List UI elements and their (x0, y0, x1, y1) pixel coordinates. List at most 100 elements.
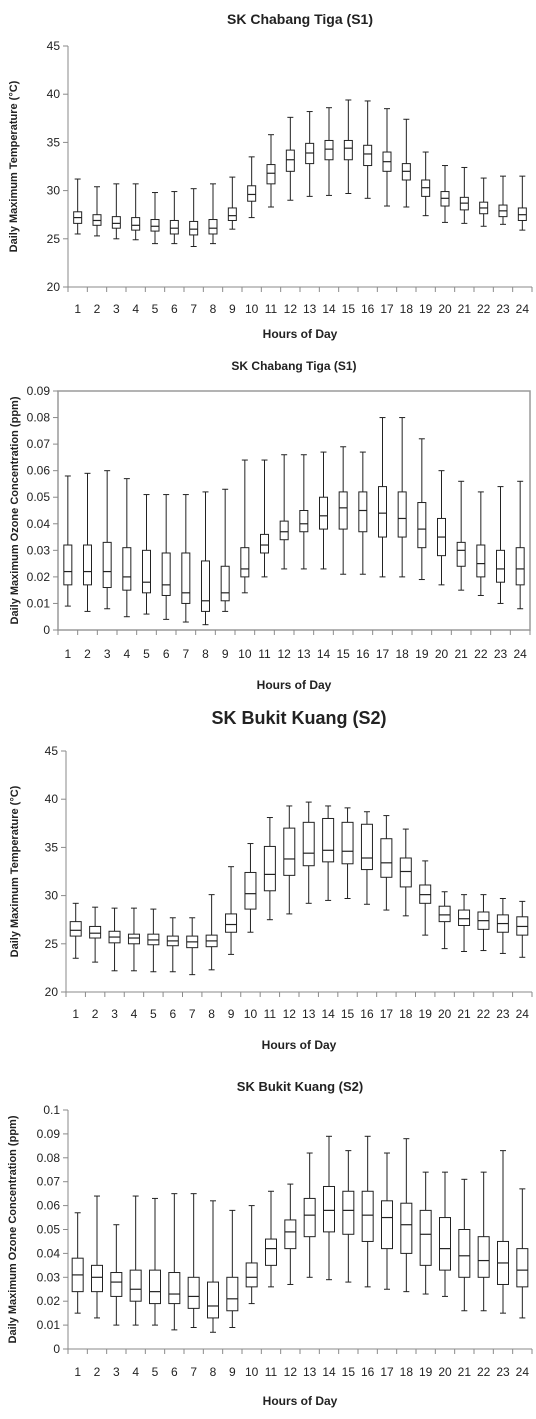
box-hour-17 (381, 1152, 393, 1290)
x-tick-label: 13 (297, 647, 311, 661)
y-tick-label: 0.06 (37, 1199, 61, 1213)
box-iqr (265, 1238, 277, 1266)
box-hour-21 (459, 166, 469, 224)
box-iqr (225, 913, 238, 933)
x-tick-label: 12 (283, 1007, 297, 1021)
x-axis-label: Hours of Day (257, 678, 332, 692)
box-hour-21 (458, 894, 471, 953)
x-tick-label: 12 (277, 647, 291, 661)
chart-panel-4: SK Bukit Kuang (S2) 0 0.01 0.02 0.03 0.04 0.05… (7, 1079, 533, 1408)
x-tick-label: 4 (132, 302, 139, 316)
y-axis-label: Daily Maximum Ozone Concentration (ppm) (9, 396, 21, 624)
box-iqr (201, 560, 210, 612)
x-tick-label: 5 (152, 302, 159, 316)
y-tick-label: 0.08 (27, 411, 51, 425)
box-iqr (324, 139, 334, 161)
box-hour-10 (247, 156, 257, 219)
x-tick-label: 6 (171, 302, 178, 316)
x-tick-label: 13 (303, 302, 317, 316)
x-tick-label: 6 (163, 647, 170, 661)
x-tick-label: 13 (302, 1007, 316, 1021)
x-tick-label: 7 (190, 302, 197, 316)
box-iqr (299, 510, 309, 533)
box-hour-14 (323, 1135, 335, 1281)
box-iqr (129, 1269, 142, 1302)
box-hour-3 (102, 470, 112, 610)
x-tick-label: 11 (265, 1365, 278, 1379)
box-hour-11 (260, 459, 269, 578)
box-iqr (207, 1281, 219, 1319)
box-hour-17 (380, 815, 393, 911)
x-tick-label: 1 (64, 647, 71, 661)
box-hour-23 (496, 897, 509, 954)
x-tick-label: 20 (438, 302, 452, 316)
box-hour-13 (302, 801, 315, 904)
box-iqr (397, 491, 407, 538)
x-tick-label: 16 (356, 647, 370, 661)
x-tick-label: 5 (152, 1365, 159, 1379)
box-hour-15 (338, 446, 348, 575)
x-axis-label: Hours of Day (263, 1394, 338, 1408)
box-iqr (400, 1202, 413, 1254)
x-tick-label: 13 (303, 1365, 317, 1379)
box-hour-16 (361, 1135, 374, 1288)
box-iqr (63, 544, 73, 586)
box-hour-11 (266, 134, 276, 208)
box-iqr (89, 925, 102, 939)
x-tick-label: 24 (513, 647, 527, 661)
x-tick-label: 4 (132, 1365, 139, 1379)
box-iqr (322, 817, 335, 863)
box-hour-10 (244, 843, 257, 933)
x-tick-label: 9 (228, 1007, 235, 1021)
box-iqr (168, 1272, 181, 1305)
y-tick-label: 35 (47, 135, 61, 149)
box-iqr (110, 1272, 123, 1297)
x-tick-label: 12 (284, 302, 298, 316)
box-hour-14 (322, 805, 335, 901)
box-hour-6 (168, 1193, 181, 1331)
box-hour-9 (227, 176, 237, 230)
box-iqr (131, 217, 141, 231)
box-iqr (378, 486, 387, 538)
box-hour-5 (142, 494, 151, 615)
box-iqr (476, 544, 486, 578)
box-iqr (496, 549, 505, 583)
box-hour-24 (515, 480, 525, 610)
box-hour-14 (319, 451, 328, 570)
box-iqr (363, 144, 373, 167)
box-hour-19 (421, 151, 431, 217)
x-tick-label: 2 (84, 647, 91, 661)
box-hour-18 (399, 828, 412, 917)
box-hour-8 (208, 183, 218, 245)
box-iqr (343, 139, 353, 161)
x-tick-label: 8 (210, 1365, 217, 1379)
box-iqr (169, 219, 179, 235)
box-iqr (380, 838, 393, 878)
x-tick-label: 7 (189, 1007, 196, 1021)
box-hour-21 (456, 480, 466, 591)
x-tick-label: 19 (419, 1007, 433, 1021)
x-tick-label: 22 (474, 647, 488, 661)
chart-panel-2: SK Chabang Tiga (S1) 0 0.01 0.02 0.03 0.04 0.0… (9, 359, 531, 692)
box-iqr (226, 1276, 239, 1312)
x-tick-label: 16 (360, 1007, 374, 1021)
y-axis-label: Daily Maximum Temperature (°C) (8, 80, 20, 252)
box-iqr (516, 1248, 529, 1288)
plot-frame (57, 390, 531, 631)
box-hour-4 (122, 478, 132, 618)
box-hour-17 (378, 417, 387, 578)
chart-title: SK Chabang Tiga (S1) (227, 11, 373, 27)
box-hour-3 (110, 1224, 123, 1326)
box-hour-15 (342, 1150, 355, 1283)
box-hour-8 (201, 491, 210, 626)
y-tick-label: 45 (47, 39, 61, 53)
x-tick-label: 3 (113, 1365, 120, 1379)
box-hour-1 (63, 475, 73, 607)
box-iqr (399, 857, 412, 888)
chart-title: SK Chabang Tiga (S1) (231, 359, 356, 373)
x-tick-label: 19 (419, 1365, 433, 1379)
x-tick-label: 23 (496, 1365, 510, 1379)
box-iqr (319, 496, 328, 530)
